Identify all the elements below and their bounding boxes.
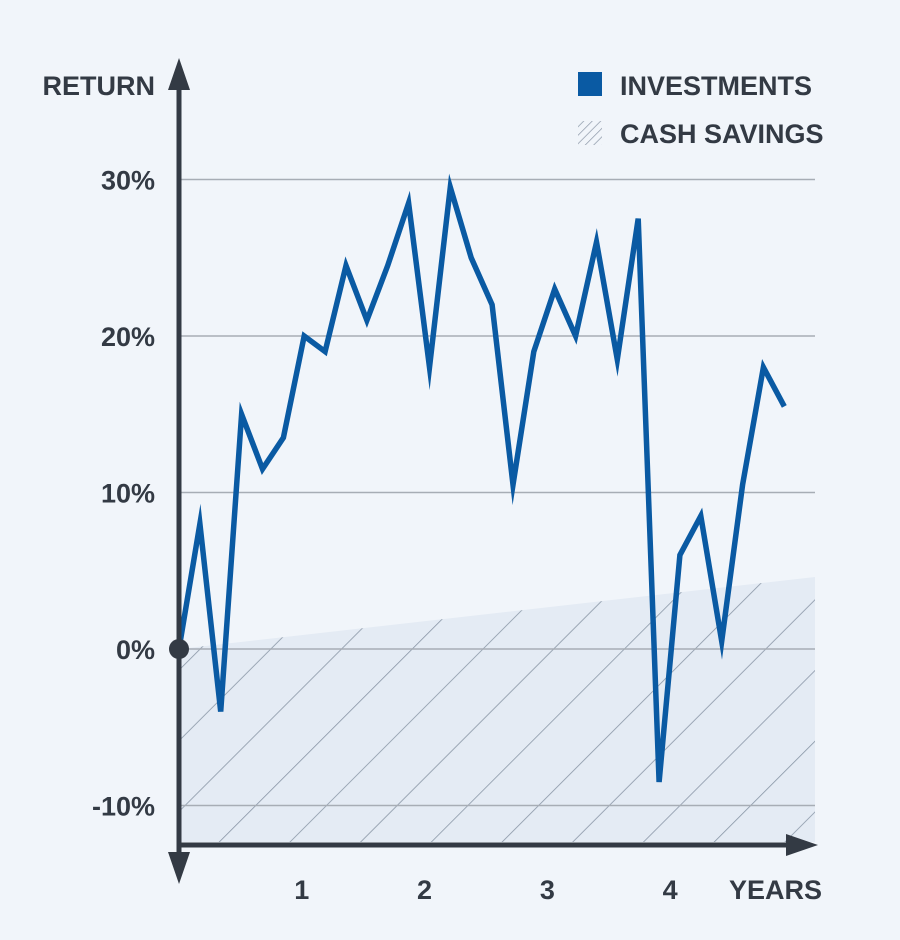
x-tick-label: 1 (294, 875, 309, 905)
y-axis-arrow-down-icon (168, 852, 190, 884)
x-tick-label: 4 (663, 875, 678, 905)
y-tick-labels: 30% 20% 10% 0% -10% (92, 166, 155, 822)
legend-cash-savings-swatch (578, 121, 602, 145)
y-axis-arrow-up-icon (168, 58, 190, 90)
y-tick-label: 0% (116, 635, 155, 665)
x-tick-label: 2 (417, 875, 432, 905)
x-tick-label: 3 (540, 875, 555, 905)
y-tick-label: 10% (101, 479, 155, 509)
legend-investments-swatch (578, 72, 602, 96)
origin-dot (169, 639, 189, 659)
legend: INVESTMENTS CASH SAVINGS (578, 71, 824, 149)
axes (168, 58, 818, 884)
y-tick-label: 20% (101, 322, 155, 352)
gridlines (179, 178, 815, 807)
investments-line (176, 173, 787, 783)
x-axis-label: YEARS (729, 875, 822, 905)
legend-cash-savings-label: CASH SAVINGS (620, 119, 824, 149)
y-tick-label: -10% (92, 792, 155, 822)
investments-line-layer (176, 173, 787, 783)
y-tick-label: 30% (101, 166, 155, 196)
legend-investments-label: INVESTMENTS (620, 71, 812, 101)
x-tick-labels: 1 2 3 4 (294, 875, 677, 905)
y-axis-label: RETURN (43, 71, 156, 101)
x-axis-arrow-right-icon (786, 834, 818, 856)
